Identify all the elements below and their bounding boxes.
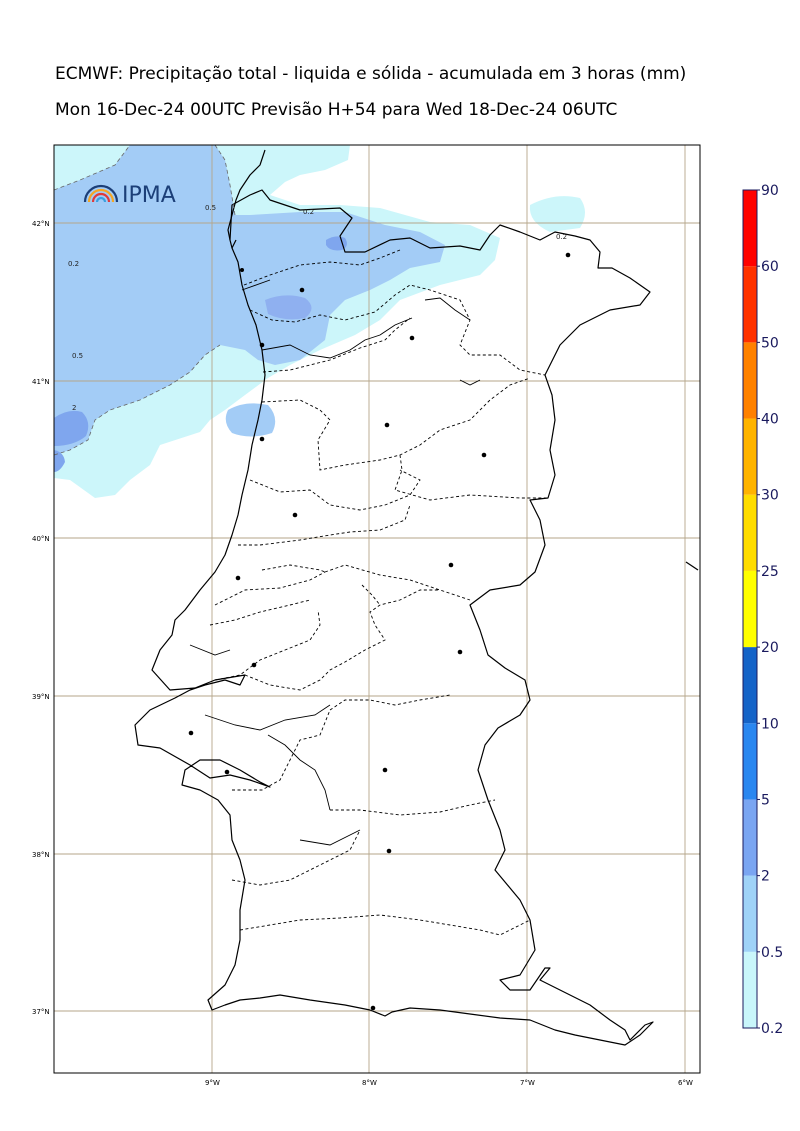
colorbar-level-label: 2: [761, 869, 770, 885]
graticule: [54, 145, 700, 1073]
city-dot: [384, 422, 390, 428]
colorbar-segment: [743, 647, 757, 724]
precip-area-0.5-porto: [225, 403, 276, 437]
lat-label: 37°N: [32, 1008, 50, 1016]
colorbar-segment: [743, 418, 757, 495]
ipma-logo: IPMA: [83, 183, 176, 208]
chart-title: ECMWF: Precipitação total - liquida e só…: [55, 64, 687, 84]
precip-area-2: [54, 410, 89, 446]
city-dot: [565, 252, 571, 258]
map-frame: [53, 144, 701, 1074]
spain-east-fragment: [685, 561, 699, 571]
ipma-logo-text: IPMA: [122, 183, 176, 208]
precip-area-2-minho: [265, 295, 312, 320]
colorbar-frame: [742, 189, 758, 1029]
contour-label-2: 0.5: [72, 352, 83, 360]
lat-label: 41°N: [32, 378, 50, 386]
lat-label: 40°N: [32, 535, 50, 543]
colorbar-level-label: 60: [761, 259, 779, 275]
portugal-coastline: [134, 189, 654, 1046]
city-dot: [224, 769, 230, 775]
colorbar-segment: [743, 342, 757, 419]
city-dot: [481, 452, 487, 458]
city-markers: [188, 252, 571, 1011]
colorbar-segments: [743, 190, 757, 1028]
city-dot: [457, 649, 463, 655]
city-dot: [386, 848, 392, 854]
contour-labels: 0.2 0.5 0.2 0.5 2 0.2: [68, 204, 567, 412]
colorbar-level-label: 25: [761, 564, 779, 580]
chart-subtitle: Mon 16-Dec-24 00UTC Previsão H+54 para W…: [55, 100, 618, 120]
precip-area-2-south: [54, 450, 65, 472]
colorbar-level-label: 50: [761, 335, 779, 351]
colorbar-segment: [743, 875, 757, 952]
colorbar-segment: [743, 723, 757, 800]
lon-label: 9°W: [205, 1079, 220, 1087]
colorbar-level-label: 0.5: [761, 945, 783, 961]
colorbar-level-label: 30: [761, 488, 779, 504]
contour-label-5: 2: [72, 404, 76, 412]
contour-lines: [54, 145, 236, 456]
colorbar-level-label: 10: [761, 716, 779, 732]
colorbar-segment: [743, 494, 757, 571]
contour-label-6: 0.2: [556, 233, 567, 241]
contour-label-3: 0.2: [303, 208, 314, 216]
region-borders: [189, 279, 481, 846]
precipitation-field: [54, 145, 585, 498]
longitude-labels: 9°W 8°W 7°W 6°W: [205, 1079, 693, 1087]
lon-label: 8°W: [362, 1079, 377, 1087]
country-outline: [134, 149, 699, 1046]
colorbar-segment: [743, 951, 757, 1028]
colorbar-level-label: 90: [761, 183, 779, 199]
colorbar-level-label: 40: [761, 412, 779, 428]
spain-coast-north: [227, 149, 266, 241]
precip-area-0.5: [54, 145, 445, 455]
city-dot: [448, 562, 454, 568]
ipma-logo-icon: [83, 184, 119, 203]
contour-label-4: 0.5: [205, 204, 216, 212]
colorbar-level-label: 5: [761, 792, 770, 808]
lat-label: 39°N: [32, 693, 50, 701]
city-dot: [259, 436, 265, 442]
colorbar-level-label: 0.2: [761, 1021, 783, 1037]
colorbar-segment: [743, 190, 757, 267]
district-borders: [209, 249, 548, 936]
colorbar-segment: [743, 570, 757, 648]
lat-label: 42°N: [32, 220, 50, 228]
city-dot: [251, 662, 257, 668]
lat-label: 38°N: [32, 851, 50, 859]
city-dot: [235, 575, 241, 581]
latitude-labels: 42°N 41°N 40°N 39°N 38°N 37°N: [32, 220, 50, 1016]
lon-label: 6°W: [678, 1079, 693, 1087]
lon-label: 7°W: [520, 1079, 535, 1087]
contour-label-1: 0.2: [68, 260, 79, 268]
colorbar-segment: [743, 266, 757, 343]
city-dot: [292, 512, 298, 518]
colorbar-segment: [743, 799, 757, 876]
city-dot: [240, 268, 244, 272]
city-dot: [188, 730, 194, 736]
colorbar-level-label: 20: [761, 640, 779, 656]
city-dot: [259, 342, 265, 348]
city-dot: [409, 335, 415, 341]
city-dot: [382, 767, 388, 773]
precip-area-0.2-east: [529, 196, 585, 232]
city-dot: [299, 287, 305, 293]
city-dot: [370, 1005, 376, 1011]
